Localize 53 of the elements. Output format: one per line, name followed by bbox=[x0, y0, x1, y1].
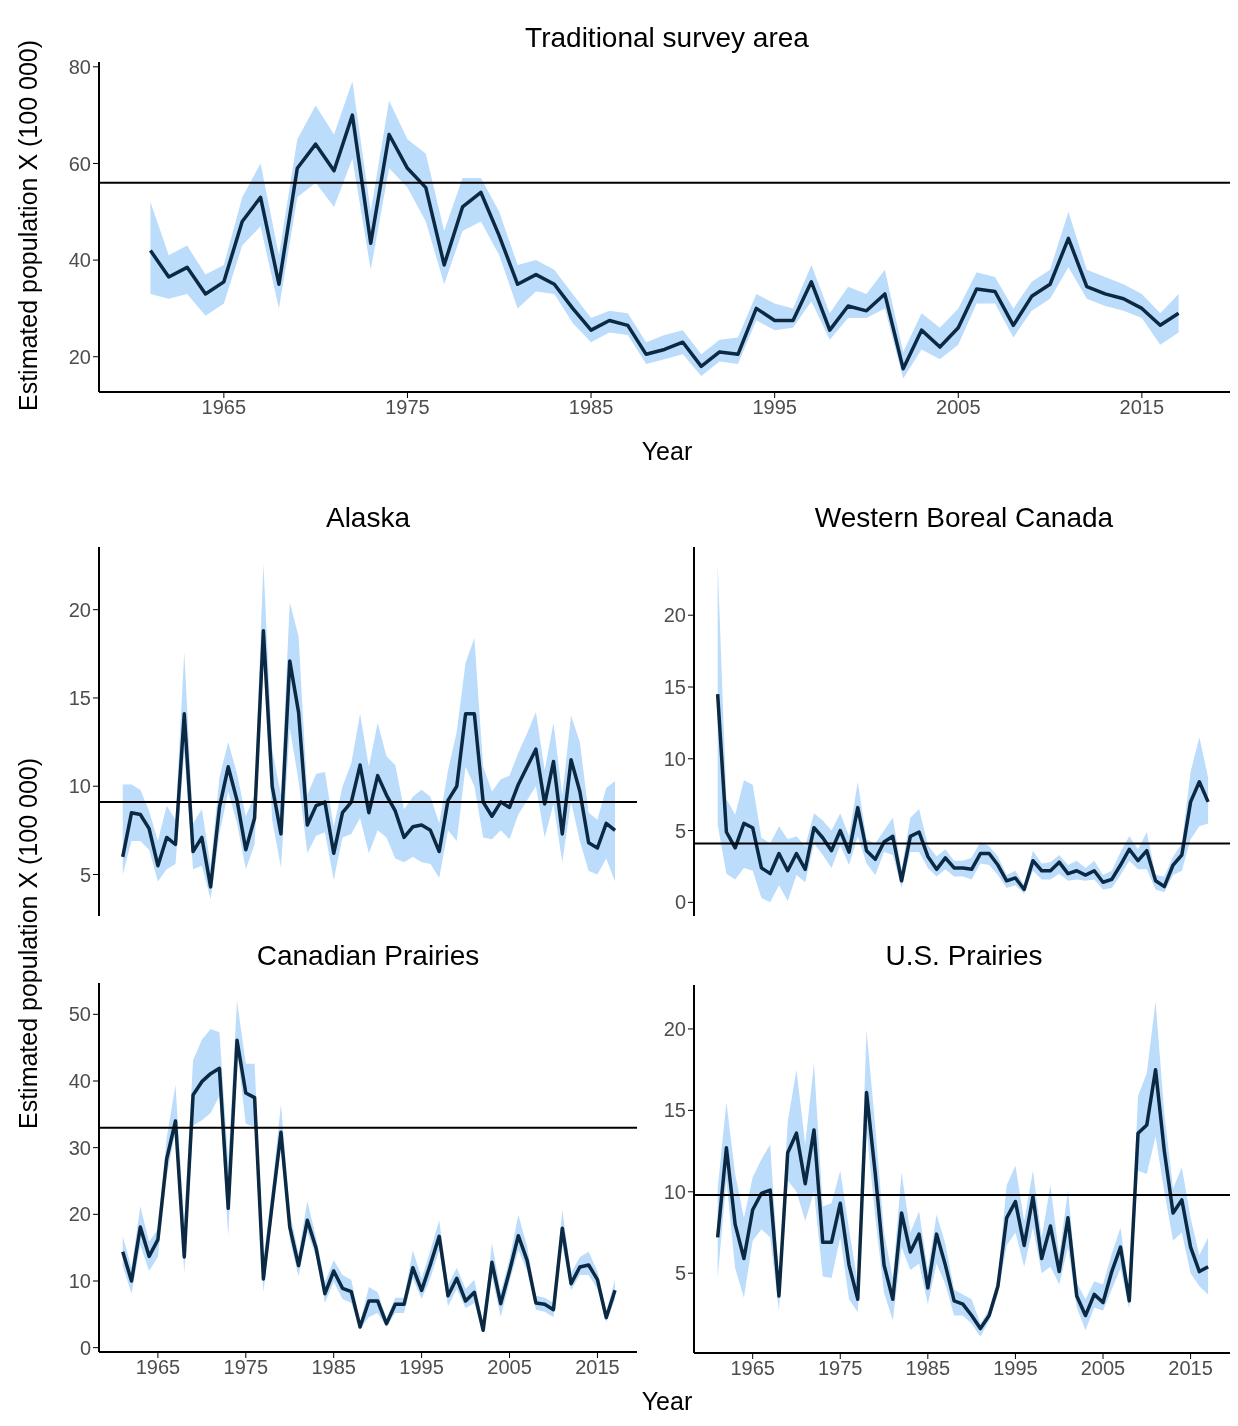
x-tick-label: 1985 bbox=[311, 1356, 356, 1379]
y-tick-label: 20 bbox=[68, 345, 91, 368]
y-tick-label: 60 bbox=[68, 152, 91, 175]
y-tick-label: 30 bbox=[68, 1136, 91, 1159]
x-tick-label: 1985 bbox=[568, 396, 614, 419]
y-tick-label: 50 bbox=[68, 1003, 91, 1026]
chart-title: Western Boreal Canada bbox=[813, 502, 1115, 534]
y-tick-label: 40 bbox=[68, 1070, 91, 1093]
x-tick-label: 1985 bbox=[905, 1357, 951, 1380]
y-tick-label: 20 bbox=[68, 1203, 91, 1226]
x-tick-label: 2015 bbox=[575, 1356, 620, 1379]
y-axis-title: Estimated population X (100 000) bbox=[13, 756, 43, 1132]
chart-title: Canadian Prairies bbox=[255, 940, 481, 972]
y-tick-label: 40 bbox=[68, 249, 91, 272]
line-series bbox=[715, 692, 1210, 892]
x-tick-label: 1995 bbox=[399, 1356, 444, 1379]
y-tick-label: 5 bbox=[79, 863, 91, 886]
y-tick-label: 0 bbox=[674, 891, 686, 914]
x-tick-label: 1995 bbox=[752, 396, 797, 419]
x-axis-title: Year bbox=[640, 1387, 694, 1416]
line-series bbox=[715, 1067, 1210, 1331]
x-tick-label: 1995 bbox=[993, 1357, 1038, 1380]
chart-title: Alaska bbox=[324, 502, 411, 534]
y-tick-label: 0 bbox=[79, 1336, 91, 1359]
y-tick-label: 10 bbox=[68, 775, 91, 798]
x-tick-label: 2015 bbox=[1119, 396, 1165, 419]
x-tick-label: 2005 bbox=[936, 396, 981, 419]
chart-title: Traditional survey area bbox=[524, 22, 810, 54]
y-tick-label: 10 bbox=[663, 1180, 686, 1203]
y-tick-label: 5 bbox=[674, 819, 686, 842]
line-series bbox=[120, 629, 617, 889]
y-tick-label: 5 bbox=[674, 1262, 686, 1285]
x-tick-label: 1975 bbox=[818, 1357, 863, 1380]
chart-title: U.S. Prairies bbox=[884, 940, 1044, 972]
y-tick-label: 15 bbox=[663, 676, 686, 699]
x-tick-label: 2005 bbox=[1080, 1357, 1126, 1380]
y-tick-label: 15 bbox=[663, 1099, 686, 1122]
y-tick-label: 20 bbox=[663, 1018, 686, 1041]
x-axis-title: Year bbox=[640, 437, 694, 466]
y-tick-label: 10 bbox=[663, 747, 686, 770]
y-tick-label: 20 bbox=[68, 598, 91, 621]
x-tick-label: 1975 bbox=[385, 396, 430, 419]
y-tick-label: 80 bbox=[68, 55, 91, 78]
x-tick-label: 1975 bbox=[223, 1356, 269, 1379]
x-tick-label: 2005 bbox=[487, 1356, 532, 1379]
y-axis-title: Estimated population X (100 000) bbox=[13, 38, 43, 414]
y-tick-label: 10 bbox=[68, 1270, 91, 1293]
x-tick-label: 2015 bbox=[1168, 1357, 1213, 1380]
y-tick-label: 20 bbox=[663, 604, 686, 627]
x-tick-label: 1965 bbox=[730, 1357, 775, 1380]
x-tick-label: 1965 bbox=[201, 396, 247, 419]
y-tick-label: 15 bbox=[68, 687, 91, 710]
x-tick-label: 1965 bbox=[135, 1356, 181, 1379]
